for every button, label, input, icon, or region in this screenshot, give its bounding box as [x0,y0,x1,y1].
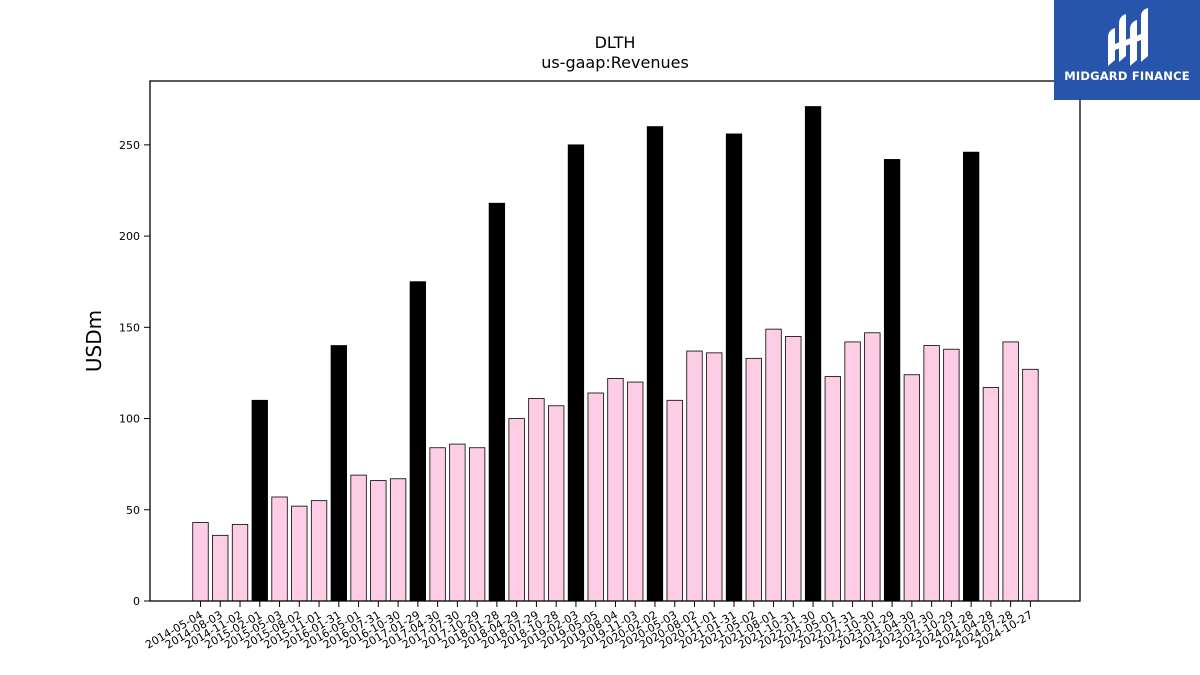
y-tick-label: 200 [119,230,140,243]
bar [607,377,624,602]
bar [824,376,841,602]
bar [745,357,762,602]
bar [429,447,446,602]
bar [271,496,288,602]
bar [1022,368,1039,602]
bar [627,381,644,602]
bar [785,336,802,602]
chart-subtitle: us-gaap:Revenues [541,53,689,72]
bar [1002,341,1019,602]
y-tick-label: 50 [126,504,140,517]
bar [192,522,209,602]
bar [844,341,861,602]
bar [725,133,743,602]
y-tick-label: 250 [119,139,140,152]
midgard-finance-logo: MIDGARD FINANCE [1054,0,1200,100]
bar [666,399,683,602]
bar [330,345,347,602]
bar [508,418,525,602]
bar [804,106,822,602]
y-tick-label: 0 [133,595,140,608]
bar [943,348,960,602]
bar [587,392,604,602]
y-ticks-group: 0 50 100 150 200 250 [119,139,150,608]
plot-frame [149,80,1081,602]
bar [488,202,506,602]
bar [468,447,486,602]
bar [350,474,367,602]
bar [706,352,723,602]
x-ticks-group: 2014-05-042014-08-032014-11-022015-02-01… [143,601,1035,652]
bar [370,480,387,602]
bar [251,399,268,602]
bar [389,478,407,602]
bar [765,328,782,602]
bar [231,523,249,602]
bar [982,387,1000,602]
y-axis-label: USDm [82,310,106,372]
bar [291,505,308,602]
y-tick-label: 100 [119,413,140,426]
bar [212,534,229,602]
bar [923,345,940,602]
bars-group [192,106,1039,602]
y-tick-label: 150 [119,321,140,334]
bar [864,332,881,602]
bar [409,281,427,602]
midgard-logo-icon [1108,8,1148,66]
bar [548,405,565,602]
brand-name: MIDGARD FINANCE [1064,69,1190,83]
bar [903,374,921,602]
bar [528,398,545,602]
chart-title: DLTH [595,33,636,52]
bar [646,126,664,602]
bar [883,159,901,602]
bar [962,151,980,602]
bar [567,144,585,602]
bar [310,500,328,602]
bar [449,443,466,602]
bar [686,350,703,602]
